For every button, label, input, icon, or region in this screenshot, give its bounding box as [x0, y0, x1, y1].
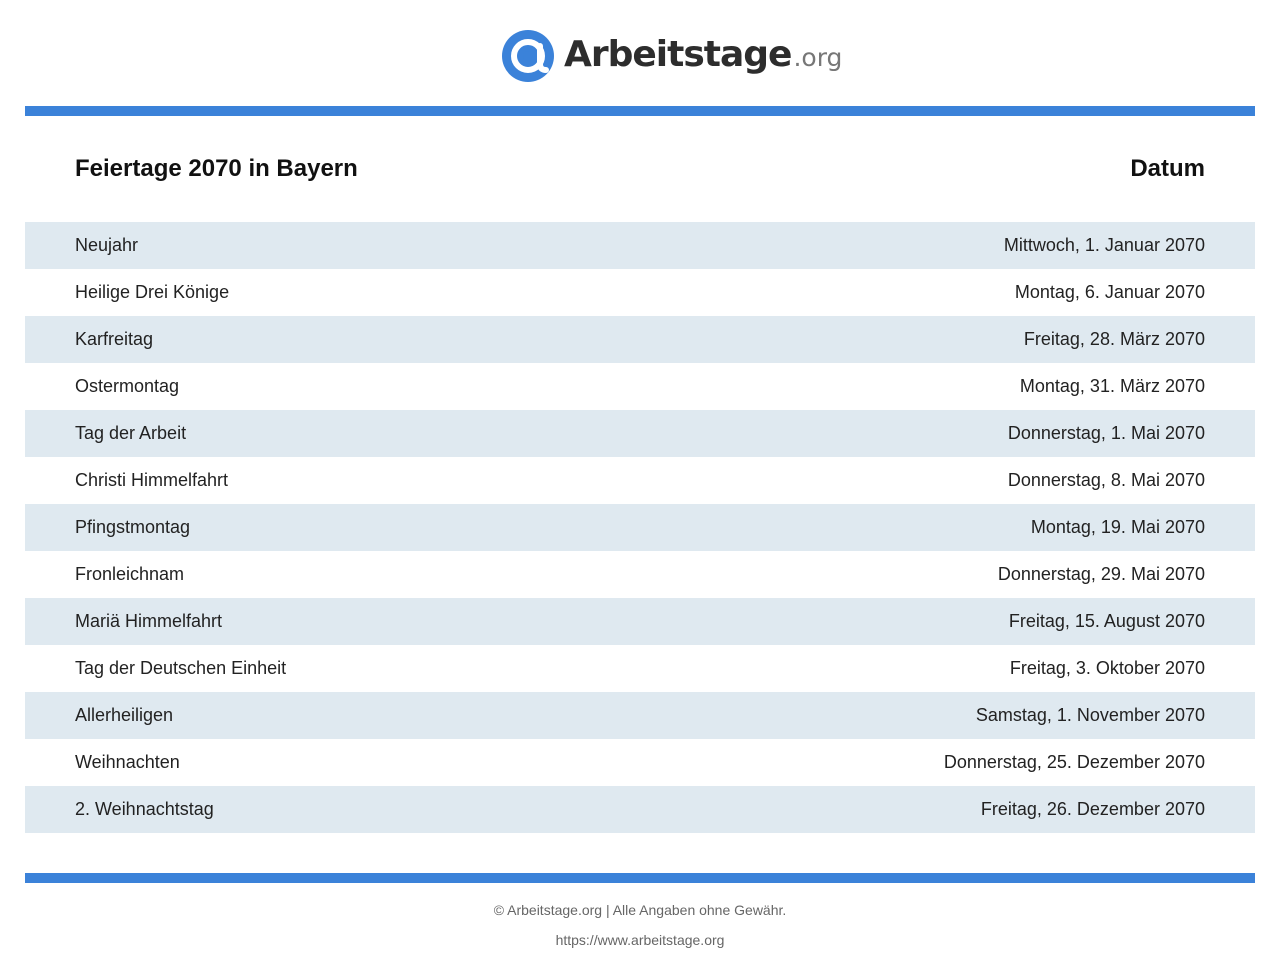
table-row: 2. Weihnachtstag Freitag, 26. Dezember 20… [25, 786, 1255, 833]
table-row: Allerheiligen Samstag, 1. November 2070 [25, 692, 1255, 739]
holiday-name: Christi Himmelfahrt [75, 470, 229, 490]
holiday-date: Montag, 19. Mai 2070 [1030, 517, 1205, 537]
holiday-name: 2. Weihnachtstag [75, 799, 214, 819]
holiday-date: Donnerstag, 1. Mai 2070 [1007, 423, 1205, 443]
holiday-date: Montag, 31. März 2070 [1019, 376, 1205, 396]
page-title: Feiertage 2070 in Bayern [75, 155, 358, 182]
table-row: Tag der Arbeit Donnerstag, 1. Mai 2070 [25, 410, 1255, 457]
at-sign-icon [502, 30, 554, 82]
holiday-name: Tag der Deutschen Einheit [75, 658, 287, 678]
logo-name: Arbeitstage [564, 33, 792, 75]
holiday-name: Karfreitag [75, 329, 154, 349]
table-row: Mariä Himmelfahrt Freitag, 15. August 207… [25, 598, 1255, 645]
table-row: Fronleichnam Donnerstag, 29. Mai 2070 [25, 551, 1255, 598]
table-row: Heilige Drei Könige Montag, 6. Januar 207… [25, 269, 1255, 316]
holiday-name: Ostermontag [75, 376, 180, 396]
holiday-name: Allerheiligen [75, 705, 174, 725]
holiday-date: Freitag, 28. März 2070 [1023, 329, 1205, 349]
holiday-name: Neujahr [75, 235, 139, 255]
holiday-name: Weihnachten [75, 752, 180, 772]
bottom-accent-bar [25, 873, 1255, 883]
table-row: Pfingstmontag Montag, 19. Mai 2070 [25, 504, 1255, 551]
holiday-name: Heilige Drei Könige [75, 282, 230, 302]
holiday-date: Donnerstag, 8. Mai 2070 [1007, 470, 1205, 490]
footer-copyright: © Arbeitstage.org | Alle Angaben ohne Ge… [493, 902, 787, 918]
logo-tld: .org [793, 42, 843, 72]
page-header: Arbeitstage.org [0, 0, 1280, 106]
holiday-date: Freitag, 15. August 2070 [1008, 611, 1205, 631]
holiday-name: Fronleichnam [75, 564, 185, 584]
table-row: Neujahr Mittwoch, 1. Januar 2070 [25, 222, 1255, 269]
holiday-date: Samstag, 1. November 2070 [975, 705, 1205, 725]
date-column-header: Datum [1130, 155, 1205, 182]
site-logo[interactable]: Arbeitstage.org [502, 30, 842, 82]
holiday-date: Donnerstag, 29. Mai 2070 [997, 564, 1205, 584]
table-row: Karfreitag Freitag, 28. März 2070 [25, 316, 1255, 363]
holiday-name: Mariä Himmelfahrt [75, 611, 223, 631]
logo-wordmark: Arbeitstage.org [564, 29, 842, 84]
top-accent-bar [25, 106, 1255, 116]
table-row: Christi Himmelfahrt Donnerstag, 8. Mai 20… [25, 457, 1255, 504]
holiday-date: Freitag, 3. Oktober 2070 [1009, 658, 1205, 678]
table-row: Ostermontag Montag, 31. März 2070 [25, 363, 1255, 410]
holiday-date: Freitag, 26. Dezember 2070 [980, 799, 1205, 819]
holiday-date: Mittwoch, 1. Januar 2070 [1003, 235, 1205, 255]
holiday-date: Montag, 6. Januar 2070 [1014, 282, 1205, 302]
holiday-date: Donnerstag, 25. Dezember 2070 [943, 752, 1205, 772]
holiday-table: Neujahr Mittwoch, 1. Januar 2070 Heilige D… [25, 222, 1255, 833]
footer-url[interactable]: https://www.arbeitstage.org [555, 932, 725, 948]
holiday-name: Tag der Arbeit [75, 423, 187, 443]
table-row: Weihnachten Donnerstag, 25. Dezember 2070 [25, 739, 1255, 786]
table-row: Tag der Deutschen Einheit Freitag, 3. Okt… [25, 645, 1255, 692]
table-header: Feiertage 2070 in Bayern Datum [25, 146, 1255, 192]
holiday-name: Pfingstmontag [75, 517, 191, 537]
